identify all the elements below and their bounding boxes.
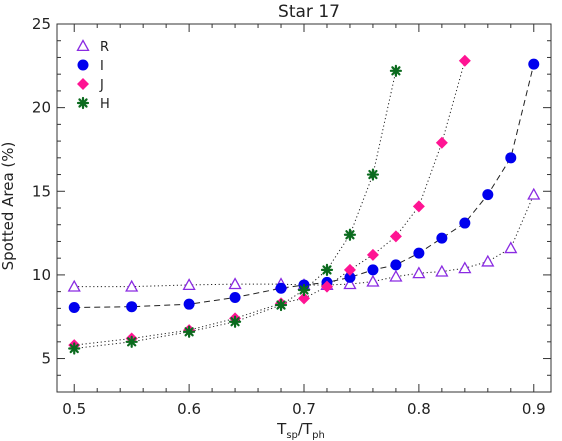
asterisk-stroke — [184, 327, 194, 337]
x-tick-label: 0.5 — [62, 400, 86, 418]
asterisk-stroke — [391, 66, 401, 76]
series-r-point — [527, 187, 541, 200]
series-h-point — [343, 228, 357, 241]
series-j-point — [366, 248, 379, 261]
asterisk-stroke — [230, 317, 240, 327]
series-j-point — [412, 200, 425, 213]
series-lines-layer — [74, 60, 535, 350]
series-r-point — [366, 274, 380, 287]
asterisk-stroke — [345, 230, 355, 240]
x-tick-label: 0.6 — [177, 400, 201, 418]
x-axis-label: Tsp/Tph — [276, 420, 325, 441]
series-r-point — [389, 269, 403, 282]
legend-j-marker — [77, 78, 89, 90]
series-r-point — [228, 277, 242, 290]
legend-i-marker — [77, 59, 89, 71]
series-h-point — [366, 168, 380, 181]
series-r-point — [458, 261, 472, 274]
asterisk-stroke — [368, 169, 378, 180]
series-i-point — [229, 291, 241, 303]
legend-h-label: H — [100, 97, 110, 112]
y-tick-label: 20 — [32, 99, 51, 117]
series-i-point — [413, 247, 425, 259]
legend-r-marker — [76, 39, 90, 52]
y-tick-label: 10 — [32, 266, 51, 284]
chart-title: Star 17 — [278, 2, 340, 22]
series-h-point — [320, 263, 334, 276]
series-r-point — [481, 254, 495, 267]
series-i-line — [74, 64, 535, 309]
series-h-point — [183, 325, 196, 338]
series-i-point — [436, 232, 448, 244]
series-r-line — [74, 194, 535, 288]
y-tick-label: 15 — [32, 182, 51, 200]
series-i-point — [367, 264, 379, 276]
series-j-point — [458, 54, 471, 67]
series-i-point — [528, 58, 540, 70]
legend-i-label: I — [100, 59, 104, 74]
x-tick-label: 0.7 — [292, 400, 316, 418]
y-tick-label: 5 — [41, 350, 51, 368]
x-tick-label: 0.8 — [407, 400, 431, 418]
series-j-point — [320, 280, 333, 293]
series-r-point — [435, 264, 449, 277]
asterisk-stroke — [322, 265, 332, 275]
ticks-layer: 0.5 0.6 0.7 0.8 0.9 5 10 15 20 25 — [32, 15, 551, 418]
asterisk-stroke — [69, 343, 79, 354]
series-r-point — [412, 266, 426, 279]
series-i-point — [482, 189, 494, 201]
asterisk-stroke — [276, 300, 286, 310]
y-tick-label: 25 — [32, 15, 51, 33]
x-axis-label-sub2: ph — [312, 430, 325, 441]
series-i-point — [68, 302, 80, 314]
legend-j-label: J — [99, 78, 104, 93]
asterisk-stroke — [127, 337, 137, 347]
series-i-point — [183, 298, 195, 310]
x-axis-label-slash: /T — [298, 420, 313, 438]
series-j-point — [298, 292, 310, 305]
asterisk-stroke — [78, 98, 88, 108]
x-axis-label-sub1: sp — [286, 430, 298, 441]
series-r-point — [343, 277, 357, 290]
series-i-point — [126, 301, 138, 313]
series-j-point — [343, 263, 356, 276]
series-j-point — [435, 136, 448, 149]
x-axis-label-main: T — [276, 420, 287, 438]
series-i-point — [344, 271, 356, 283]
series-markers-layer — [67, 54, 541, 355]
series-i-point — [275, 282, 287, 294]
series-h-line — [74, 70, 397, 350]
asterisk-stroke — [299, 285, 309, 295]
series-h-point — [297, 283, 311, 297]
series-r-point — [504, 241, 518, 254]
series-i-point — [459, 217, 471, 229]
series-h-point — [125, 335, 138, 348]
series-h-point — [389, 64, 403, 77]
series-j-point — [389, 230, 402, 243]
legend-h-marker — [76, 96, 90, 110]
series-i-point — [390, 259, 402, 271]
series-h-point — [228, 315, 242, 328]
series-i-point — [505, 152, 517, 164]
series-r-point — [125, 279, 139, 292]
series-h-point — [274, 298, 288, 312]
series-r-point — [182, 278, 196, 290]
series-r-point — [67, 279, 81, 292]
legend-r-label: R — [100, 40, 109, 55]
y-axis-label: Spotted Area (%) — [0, 142, 17, 271]
series-h-point — [68, 342, 81, 355]
x-tick-label: 0.9 — [522, 400, 546, 418]
